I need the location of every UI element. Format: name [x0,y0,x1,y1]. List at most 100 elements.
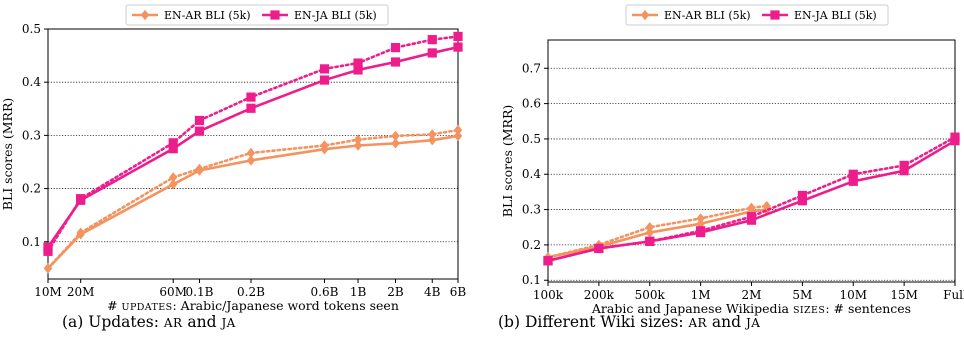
data-point [428,129,437,140]
panel-b: 0.1 0.2 0.3 0.4 0.5 0.6 0.7 100k 200k 500k 1M 2M 5M 1… [498,4,964,331]
x-tick-label: 10M [34,285,62,299]
legend-label: EN-AR BLI (5k) [664,9,751,22]
data-point [746,212,757,222]
caption-part: (b) Different Wiki sizes: [498,313,688,331]
x-tick-label: 10M [839,288,867,302]
data-point [246,155,256,166]
legend-marker [140,9,150,21]
series-line [46,128,460,270]
panel-caption: (b) Different Wiki sizes: AR and JA [498,313,760,331]
data-point [899,166,909,176]
series-line [46,45,459,248]
x-tick-label: 20M [67,285,95,299]
x-tick-label: 2B [387,285,404,299]
data-point [543,256,553,266]
legend-label: EN-JA BLI (5k) [794,9,877,22]
y-tick-label: 0.2 [522,238,541,252]
legend-marker [270,10,280,20]
y-tick-label: 0.3 [22,128,41,142]
x-tick-label: 4B [424,285,441,299]
data-point [76,194,86,204]
data-point [246,103,256,113]
x-axis-label-rest: : Arabic/Japanese word tokens seen [172,298,398,313]
data-point [390,57,401,67]
caption-part: JA [219,316,235,330]
caption-part: AR [163,316,183,330]
x-tick-label: 2M [742,288,762,302]
data-point [453,31,463,42]
x-tick-label: 0.6B [311,285,339,299]
legend: EN-AR BLI (5k) EN-JA BLI (5k) [125,4,389,26]
legend-marker [770,10,780,20]
data-point [899,160,909,171]
data-point [848,169,858,179]
legend-label: EN-JA BLI (5k) [294,9,377,22]
y-tick-label: 0.2 [22,182,41,196]
series-line [46,35,460,253]
data-point [391,138,400,149]
data-point [353,134,363,145]
y-tick-label: 0.6 [522,97,541,111]
data-point [696,226,706,236]
x-axis-label-smallcaps: SIZES [793,305,825,316]
data-point [453,124,463,136]
x-axis-label-prefix: # [107,298,121,313]
legend-box [125,4,389,26]
x-tick-label: 1M [691,288,711,302]
data-point [76,227,85,238]
series-line [546,135,957,263]
data-point [319,64,330,74]
y-tick-label: 0.1 [22,235,41,249]
data-point [246,92,256,102]
y-tick-label: 0.4 [22,75,41,89]
data-point [194,115,205,126]
x-tick-label: 6B [450,285,467,299]
data-point [168,144,178,154]
x-tick-label: 5M [792,288,812,302]
caption-part: and [182,313,221,331]
caption-part: (a) Updates: [62,313,164,331]
data-point [246,147,256,159]
data-point [747,202,756,214]
x-tick-label: 100k [533,288,564,302]
x-axis-label: # UPDATES: Arabic/Japanese word tokens s… [107,298,399,313]
data-point [428,134,437,146]
plot-frame [547,39,956,283]
x-tick-label: 200k [584,288,615,302]
x-tick-label: 0.2B [237,285,265,299]
y-tick-label: 0.7 [522,61,541,75]
plot-frame [47,28,459,280]
x-tick-label: 60M [159,285,187,299]
panel-caption: (a) Updates: AR and JA [62,313,236,331]
x-tick-label: 500k [635,288,666,302]
y-axis-label: BLI scores (MRR) [500,105,515,217]
data-point [453,42,463,52]
data-point [43,246,53,256]
x-axis-label-rest: : # sentences [825,301,911,316]
data-point [169,179,178,190]
x-axis-label: Arabic and Japanese Wikipedia SIZES: # s… [591,301,911,316]
data-point [319,75,330,85]
y-axis-label: BLI scores (MRR) [0,98,15,210]
y-tick-label: 0.5 [22,22,41,36]
data-point [950,132,960,142]
legend: EN-AR BLI (5k) EN-JA BLI (5k) [625,4,889,26]
x-tick-label: 1B [350,285,367,299]
x-tick-label: Full [943,288,964,302]
x-axis-label-smallcaps: UPDATES [122,302,173,313]
data-point [797,196,807,206]
y-tick-label: 0.1 [522,273,541,287]
data-point [645,236,655,246]
data-point [797,190,807,201]
data-point [848,176,858,186]
data-point [391,130,400,142]
data-point [43,263,53,274]
data-point [645,222,654,233]
y-tick-label: 0.4 [522,167,541,181]
caption-part: JA [744,316,760,330]
data-point [453,130,463,142]
data-point [194,126,205,136]
data-point [427,35,437,45]
series-3 [43,31,463,256]
data-point [320,140,329,151]
